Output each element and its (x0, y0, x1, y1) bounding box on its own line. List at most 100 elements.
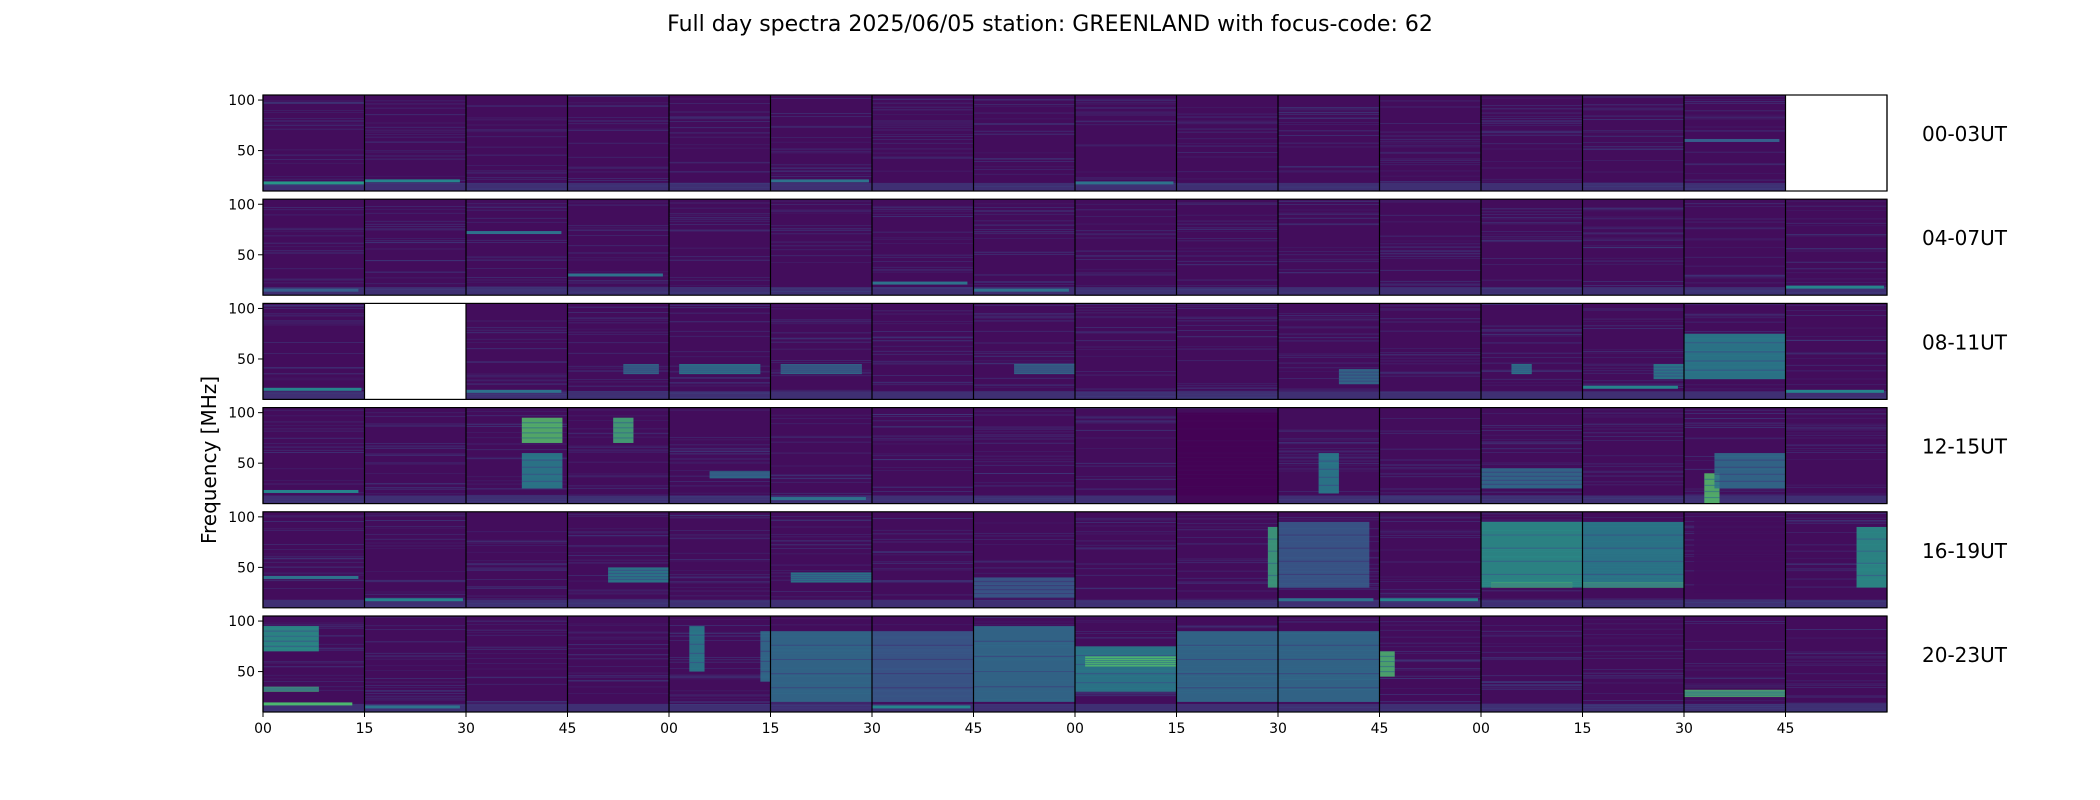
spectrogram-cell (1481, 95, 1583, 191)
emission-line (466, 231, 562, 235)
low-frequency-band (1785, 287, 1887, 296)
emission-patch (709, 471, 771, 479)
low-frequency-band (466, 391, 568, 400)
spectrogram-background (466, 303, 568, 400)
emission-line (263, 288, 359, 292)
spectrogram-cell (669, 511, 771, 608)
row-time-label: 16-19UT (1922, 539, 2008, 563)
low-frequency-band (1481, 599, 1583, 608)
low-frequency-band (872, 495, 974, 504)
spectrogram-cell (872, 407, 974, 504)
x-tick-label: 00 (660, 721, 678, 737)
spectrogram-cell (1075, 199, 1177, 296)
x-tick-label: 30 (457, 721, 475, 737)
spectrogram-cell (1176, 303, 1278, 400)
spectrogram-cell (1075, 511, 1177, 608)
row-frame (262, 302, 1888, 400)
spectrogram-background (973, 199, 1075, 296)
low-frequency-band (1684, 391, 1786, 400)
y-tick-label: 50 (237, 248, 255, 264)
emission-patch (1267, 526, 1278, 588)
spectrogram-cell (1278, 95, 1380, 191)
spectrogram-background (263, 199, 365, 296)
low-frequency-band (263, 599, 365, 608)
low-frequency-band (364, 495, 466, 504)
spectrogram-background (364, 511, 466, 608)
emission-patch (770, 631, 872, 702)
spectrogram-cell (669, 199, 771, 296)
spectrogram-background (1075, 511, 1177, 608)
spectrogram-cell (669, 303, 771, 400)
spectrogram-cell (1582, 95, 1684, 191)
spectrogram-background (1481, 407, 1583, 504)
spectrogram-background (466, 95, 568, 191)
y-tick-label: 50 (237, 560, 255, 576)
spectrogram-background (466, 616, 568, 712)
spectrogram-cell (263, 95, 365, 192)
spectrogram-cell (872, 511, 974, 608)
emission-patch (1856, 526, 1887, 588)
low-frequency-band (1176, 182, 1278, 191)
low-frequency-band (973, 391, 1075, 400)
low-frequency-band (1379, 287, 1481, 296)
x-tick-label: 30 (1675, 721, 1693, 737)
emission-patch (689, 626, 705, 672)
emission-patch (1338, 369, 1380, 385)
spectrogram-background (669, 407, 771, 504)
y-tick-label: 100 (228, 197, 255, 213)
low-frequency-band (466, 287, 568, 296)
spectrogram-background (770, 407, 872, 504)
emission-line (263, 702, 353, 706)
emission-line (1278, 598, 1374, 602)
spectrogram-background (872, 511, 974, 608)
spectrogram-cell (263, 303, 365, 400)
row-frame (262, 94, 1888, 192)
emission-line (263, 387, 362, 391)
low-frequency-band (567, 495, 669, 504)
spectra-row-12-15UT: 50 100 12-15UT (228, 406, 2008, 505)
emission-patch (1176, 412, 1278, 504)
x-tick-label: 30 (1269, 721, 1287, 737)
spectrogram-background (1481, 616, 1583, 712)
spectrogram-background (263, 303, 365, 400)
spectrogram-cell (872, 199, 974, 296)
emission-line (973, 288, 1069, 292)
spectrogram-background (364, 95, 466, 191)
x-tick-label: 00 (1472, 721, 1490, 737)
low-frequency-band (263, 182, 365, 191)
emission-patch (1379, 651, 1395, 677)
low-frequency-band (1075, 287, 1177, 296)
low-frequency-band (1582, 495, 1684, 504)
spectrogram-cell (973, 199, 1075, 296)
low-frequency-band (1278, 495, 1380, 504)
low-frequency-band (872, 391, 974, 400)
emission-line (263, 489, 359, 493)
spectrogram-cell (1481, 303, 1583, 400)
spectrogram-cell (1785, 199, 1887, 296)
emission-patch (1278, 631, 1380, 702)
emission-patch (679, 364, 761, 375)
row-frame (262, 198, 1888, 296)
low-frequency-band (973, 703, 1075, 712)
spectrogram-background (669, 95, 771, 191)
emission-line (263, 575, 359, 579)
emission-patch (608, 567, 669, 583)
low-frequency-band (1278, 391, 1380, 400)
emission-patch (1694, 516, 1786, 593)
spectrogram-cell (364, 616, 466, 712)
missing-data-cell (364, 303, 466, 400)
emission-patch (521, 453, 563, 489)
y-tick-label: 50 (237, 352, 255, 368)
row-time-label: 04-07UT (1922, 226, 2008, 250)
low-frequency-band (1481, 391, 1583, 400)
spectrogram-background (1785, 407, 1887, 504)
emission-patch (760, 631, 771, 682)
low-frequency-band (1684, 495, 1786, 504)
row-frame (262, 407, 1888, 505)
spectrogram-cell (973, 407, 1075, 504)
low-frequency-band (1785, 703, 1887, 712)
spectrogram-background (973, 95, 1075, 191)
emission-patch (1684, 689, 1786, 697)
emission-patch (1582, 521, 1684, 588)
